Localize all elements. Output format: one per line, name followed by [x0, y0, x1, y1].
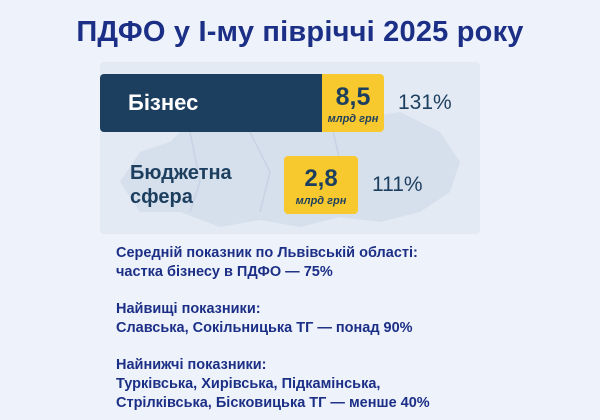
- unit-label: млрд грн: [327, 113, 379, 125]
- value-label: 2,8: [304, 165, 338, 192]
- notes-line: Стрілківська, Бісковицька ТГ — менше 40%: [116, 395, 430, 411]
- category-label-budget-sector: Бюджетна сфера: [130, 161, 232, 209]
- percentage-label-budget-sector: 111%: [372, 173, 423, 196]
- category-label-line: Бізнес: [128, 90, 199, 115]
- category-label-line: сфера: [130, 186, 193, 208]
- value-label: 8,5: [335, 83, 371, 111]
- value-box-business: 8,5 млрд грн: [322, 74, 384, 132]
- category-label-business: Бізнес: [128, 90, 198, 116]
- notes-gap: [116, 282, 596, 300]
- notes-line: Середній показник по Львівській області:: [116, 245, 418, 261]
- unit-label: млрд грн: [295, 195, 347, 207]
- notes-line: Найнижчі показники:: [116, 357, 267, 373]
- category-label-line: Бюджетна: [130, 162, 232, 184]
- bar-business: [100, 74, 322, 132]
- percentage-label-business: 131%: [398, 91, 452, 114]
- value-box-budget-sector: 2,8 млрд грн: [284, 156, 358, 214]
- notes-block: Середній показник по Львівській області:…: [116, 244, 596, 413]
- notes-line: Найвищі показники:: [116, 301, 261, 317]
- notes-line: Турківська, Хирівська, Підкамінська,: [116, 376, 381, 392]
- notes-line: частка бізнесу в ПДФО — 75%: [116, 264, 333, 280]
- notes-gap: [116, 338, 596, 356]
- notes-line: Славська, Сокільницька ТГ — понад 90%: [116, 320, 413, 336]
- page-title: ПДФО у І-му півріччі 2025 року: [76, 16, 524, 48]
